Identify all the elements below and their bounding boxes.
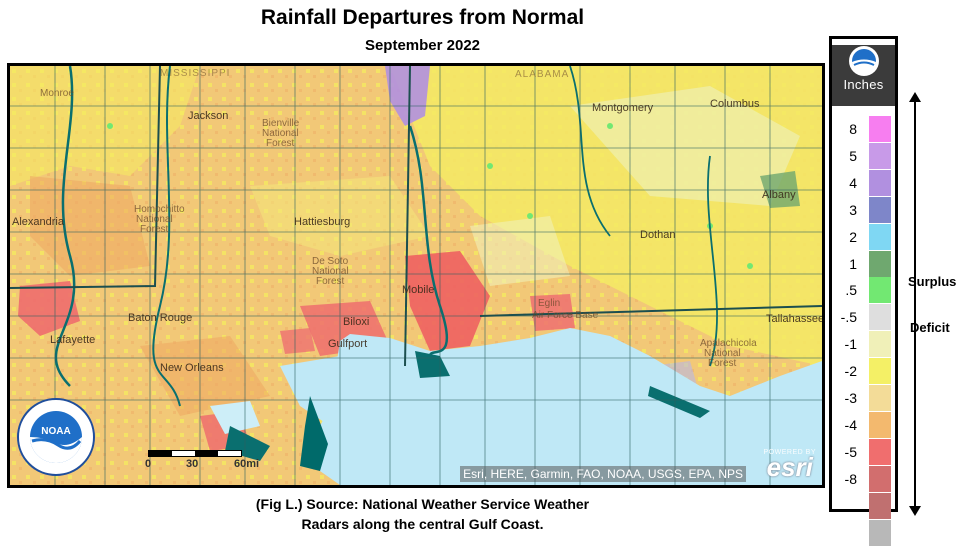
surplus-deficit-arrow	[909, 92, 921, 516]
legend-scale: 8 5 4 3 2 1 .5 -.5 -1 -2 -3 -4 -5 -8	[832, 106, 895, 546]
legend-header: Inches	[832, 45, 895, 106]
page-title: Rainfall Departures from Normal	[260, 6, 585, 29]
legend-swatch	[869, 465, 891, 492]
place-label: Forest	[266, 138, 295, 149]
map-canvas	[10, 66, 822, 485]
place-label: Tallahassee	[766, 313, 825, 325]
place-label: Monroe	[40, 88, 74, 99]
esri-wordmark: esri	[766, 452, 813, 482]
legend-panel: Inches 8 5 4 3 2 1 .5 -.5 -1 -2 -3 -4 -5 -8	[829, 36, 898, 546]
place-label: Jackson	[188, 110, 229, 122]
legend-label: 2	[849, 228, 857, 245]
place-label: Hattiesburg	[294, 216, 351, 228]
place-label: Lafayette	[50, 334, 96, 346]
legend-swatch	[869, 277, 891, 304]
deficit-label: Deficit	[910, 320, 950, 335]
place-label: National	[136, 214, 173, 225]
legend-label: -1	[844, 336, 857, 353]
map-attribution[interactable]: Esri, HERE, Garmin, FAO, NOAA, USGS, EPA…	[460, 466, 746, 482]
place-label: National	[262, 128, 299, 139]
legend-label: -8	[844, 470, 857, 487]
noaa-seal-icon: NOAA	[17, 398, 95, 476]
place-label: Forest	[140, 224, 169, 235]
place-label: Forest	[316, 276, 345, 287]
legend-label: 4	[849, 174, 857, 191]
legend-label: .5	[845, 282, 857, 299]
place-label: Bienville	[262, 118, 300, 129]
legend-swatch	[869, 331, 891, 358]
place-label: Biloxi	[343, 316, 370, 328]
place-label: De Soto	[312, 256, 349, 267]
legend-swatch	[869, 142, 891, 169]
esri-logo: POWERED BY esri	[764, 449, 816, 481]
legend-label: -.5	[840, 309, 857, 326]
place-label: Albany	[762, 189, 796, 201]
legend-swatch	[869, 519, 891, 546]
legend-swatch	[869, 385, 891, 411]
figure-caption: (Fig L.) Source: National Weather Servic…	[0, 494, 845, 534]
surplus-label: Surplus	[908, 274, 957, 289]
legend-label: -3	[844, 390, 857, 406]
place-label: Homochitto	[134, 204, 185, 215]
scale-tick: 60mi	[234, 458, 260, 470]
svg-text:NOAA: NOAA	[41, 426, 70, 437]
legend-label: 8	[849, 121, 857, 137]
legend-label: -4	[844, 416, 857, 433]
place-label: National	[312, 266, 349, 277]
state-label-alabama: ALABAMA	[515, 69, 570, 80]
legend-label: 3	[849, 201, 857, 218]
scale-tick: 30	[186, 458, 199, 470]
caption-line: (Fig L.) Source: National Weather Servic…	[255, 496, 590, 512]
place-label: Baton Rouge	[128, 312, 193, 324]
place-label: Air Force Base	[532, 310, 599, 321]
legend-swatch	[869, 358, 891, 385]
legend-swatch	[869, 411, 891, 438]
legend-swatch	[869, 116, 891, 142]
legend-label: 5	[849, 147, 857, 164]
legend-swatch	[869, 169, 891, 196]
caption-line: Radars along the central Gulf Coast.	[301, 516, 544, 532]
legend-swatch	[869, 250, 891, 277]
page-subtitle: September 2022	[364, 37, 481, 54]
legend-swatch	[869, 304, 891, 331]
legend-swatch	[869, 438, 891, 465]
place-label: Eglin	[538, 298, 561, 309]
legend-units: Inches	[843, 77, 884, 92]
place-label: New Orleans	[160, 362, 224, 374]
place-label: Dothan	[640, 229, 676, 241]
noaa-logo-icon	[848, 46, 879, 76]
place-label: Forest	[708, 358, 737, 369]
legend-swatch	[869, 223, 891, 250]
legend-label: -2	[844, 363, 857, 380]
place-label: Alexandria	[12, 216, 64, 228]
legend-label: -5	[844, 443, 857, 460]
place-label: Columbus	[710, 98, 760, 110]
legend-swatch	[869, 196, 891, 223]
place-label: Gulfport	[328, 338, 368, 350]
legend-label: 1	[849, 255, 857, 272]
place-label: Mobile	[402, 284, 435, 296]
rainfall-map[interactable]: MISSISSIPPI ALABAMA Monroe Jackson Bienv…	[7, 63, 825, 488]
place-label: Apalachicola	[700, 338, 757, 349]
esri-powered-text: POWERED BY	[763, 449, 816, 456]
place-label: Montgomery	[592, 102, 654, 114]
map-scale-bar: 0 30 60mi	[145, 450, 259, 470]
place-label: National	[704, 348, 741, 359]
scale-tick: 0	[145, 458, 152, 470]
legend-swatch	[869, 492, 891, 519]
state-label-mississippi: MISSISSIPPI	[160, 68, 231, 79]
